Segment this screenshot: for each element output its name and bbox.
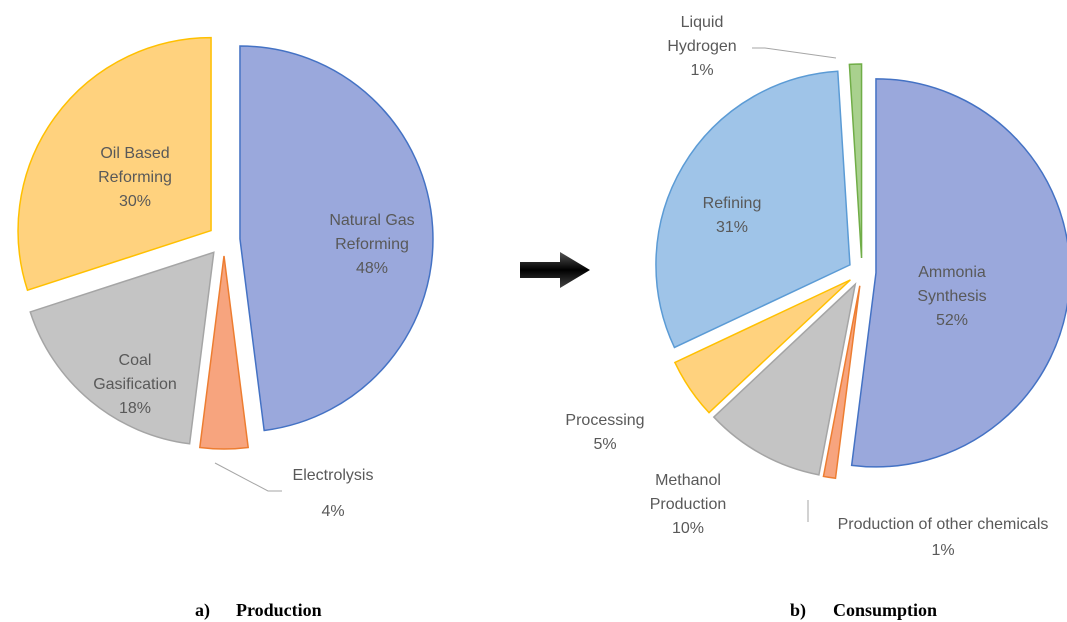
pie-slice <box>655 70 851 349</box>
pie-slice <box>239 45 434 432</box>
caption: Consumption <box>833 600 938 620</box>
slice-label: Liquid Hydrogen <box>667 14 737 55</box>
slice-value: 10% <box>671 520 705 537</box>
pie-slice <box>822 285 861 480</box>
leader-line <box>214 462 282 492</box>
pie-slice <box>17 36 212 292</box>
pie-slice <box>848 63 863 259</box>
slice-label: Electrolysis <box>292 467 374 484</box>
slice-value: 4% <box>321 503 345 520</box>
slice-label: Coal Gasification <box>93 352 177 393</box>
caption-label: a) <box>195 600 210 620</box>
slice-label: Natural Gas Reforming <box>329 212 415 253</box>
slice-label: Processing <box>565 412 645 429</box>
pie-slice <box>29 251 215 445</box>
slice-value: 1% <box>931 542 955 559</box>
pie-slice <box>850 78 1067 468</box>
leader-line <box>752 47 837 59</box>
slice-value: 48% <box>355 260 389 277</box>
slice-value: 52% <box>935 312 969 329</box>
slice-value: 30% <box>118 193 152 210</box>
slice-value: 31% <box>715 219 749 236</box>
caption-label: b) <box>790 600 807 620</box>
pie-slice <box>673 279 851 414</box>
slice-label: Methanol Production <box>649 472 727 513</box>
slice-value: 1% <box>690 62 714 79</box>
slice-label: Refining <box>702 195 762 212</box>
pie-slice <box>198 255 250 450</box>
pie-slice <box>712 282 857 476</box>
arrow <box>520 252 590 288</box>
slice-label: Production of other chemicals <box>837 516 1049 533</box>
slice-value: 18% <box>118 400 152 417</box>
slice-value: 5% <box>593 436 617 453</box>
slice-label: Oil Based Reforming <box>98 145 172 186</box>
caption: Production <box>236 600 322 620</box>
slice-label: Ammonia Synthesis <box>917 264 987 305</box>
